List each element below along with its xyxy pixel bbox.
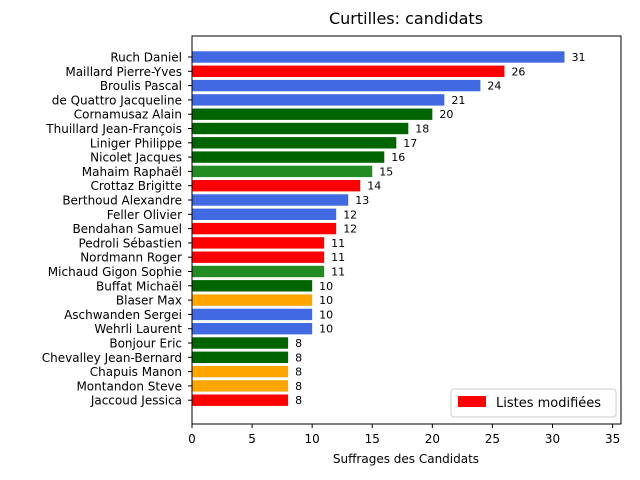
legend-swatch <box>458 396 486 407</box>
bar <box>192 394 289 406</box>
bar <box>192 79 481 92</box>
bar <box>192 380 289 392</box>
bar-value-label: 21 <box>451 94 465 107</box>
bar <box>192 51 565 63</box>
y-tick-label: Thuillard Jean-François <box>45 122 182 136</box>
y-tick-label: Montandon Steve <box>76 379 182 393</box>
y-tick-label: Chapuis Manon <box>90 365 182 379</box>
y-tick-label: Berthoud Alexandre <box>62 194 182 208</box>
bar <box>192 137 397 149</box>
bar <box>192 65 505 77</box>
y-tick-label: Chevalley Jean-Bernard <box>42 351 182 365</box>
bar <box>192 222 337 235</box>
x-tick-label: 20 <box>425 432 440 446</box>
bar-value-label: 20 <box>439 108 453 121</box>
bar-value-label: 10 <box>319 280 333 293</box>
bar <box>192 94 445 106</box>
y-tick-label: Nordmann Roger <box>80 251 182 265</box>
bar-value-label: 24 <box>487 80 501 93</box>
bar-value-label: 8 <box>295 366 302 379</box>
x-tick-label: 10 <box>305 432 320 446</box>
legend: Listes modifiées <box>450 388 617 418</box>
y-tick-label: Nicolet Jacques <box>90 151 182 165</box>
bar-value-label: 8 <box>295 394 302 407</box>
y-tick-label: Crottaz Brigitte <box>90 179 182 193</box>
x-tick-label: 0 <box>188 432 196 446</box>
x-tick-label: 35 <box>605 432 620 446</box>
y-tick-label: Bendahan Samuel <box>72 222 182 236</box>
bar <box>192 251 325 263</box>
bar-value-label: 17 <box>403 137 417 150</box>
bar-value-label: 12 <box>343 223 357 236</box>
y-tick-label: Aschwanden Sergei <box>64 308 182 322</box>
y-tick-label: Blaser Max <box>116 294 182 308</box>
y-tick-label: Jaccoud Jessica <box>90 394 182 408</box>
bar-value-label: 8 <box>295 337 302 350</box>
bar-value-label: 12 <box>343 208 357 221</box>
y-tick-label: Cornamusaz Alain <box>74 108 182 122</box>
y-tick-label: Liniger Philippe <box>90 136 182 150</box>
bar <box>192 265 325 278</box>
bar <box>192 308 313 321</box>
bar-value-label: 13 <box>355 194 369 207</box>
bar <box>192 194 349 206</box>
bar <box>192 108 433 120</box>
plot-area: 31 Ruch Daniel 26 Maillard Pierre-Yves 24 Bro… <box>42 51 620 447</box>
bar <box>192 237 325 249</box>
bar-value-label: 11 <box>331 237 345 250</box>
y-tick-label: Pedroli Sébastien <box>78 236 182 250</box>
bar <box>192 351 289 363</box>
bar-value-label: 11 <box>331 266 345 279</box>
bar-value-label: 15 <box>379 165 393 178</box>
y-tick-label: Buffat Michaël <box>96 279 182 293</box>
bar-value-label: 10 <box>319 323 333 336</box>
bar-value-label: 10 <box>319 308 333 321</box>
chart-title: Curtilles: candidats <box>329 9 483 28</box>
x-tick-label: 5 <box>248 432 256 446</box>
y-tick-label: Mahaim Raphaël <box>82 165 182 179</box>
bar-value-label: 14 <box>367 180 381 193</box>
bar <box>192 151 385 163</box>
y-tick-label: Bonjour Eric <box>109 337 182 351</box>
x-tick-label: 30 <box>545 432 560 446</box>
bar <box>192 323 313 335</box>
bar <box>192 165 373 178</box>
y-tick-label: Feller Olivier <box>107 208 182 222</box>
bar-value-label: 10 <box>319 294 333 307</box>
y-tick-label: Maillard Pierre-Yves <box>65 65 182 79</box>
bar <box>192 122 409 135</box>
x-tick-label: 15 <box>365 432 380 446</box>
x-tick-label: 25 <box>485 432 500 446</box>
y-tick-label: Wehrli Laurent <box>94 322 182 336</box>
y-tick-label: de Quattro Jacqueline <box>52 93 182 107</box>
bar <box>192 294 313 306</box>
legend-label: Listes modifiées <box>496 396 601 411</box>
bar <box>192 280 313 292</box>
bar-value-label: 26 <box>511 65 525 78</box>
bar <box>192 337 289 349</box>
plot-frame <box>191 35 622 425</box>
x-axis-label: Suffrages des Candidats <box>333 452 479 466</box>
bar <box>192 208 337 220</box>
bar <box>192 365 289 378</box>
bar-value-label: 11 <box>331 251 345 264</box>
y-tick-label: Broulis Pascal <box>100 79 182 93</box>
bar-value-label: 31 <box>572 51 586 64</box>
bar-value-label: 16 <box>391 151 405 164</box>
bar-value-label: 8 <box>295 351 302 364</box>
legend-frame <box>450 388 617 418</box>
bar-value-label: 18 <box>415 123 429 136</box>
y-tick-label: Ruch Daniel <box>110 51 182 65</box>
bar-value-label: 8 <box>295 380 302 393</box>
y-tick-label: Michaud Gigon Sophie <box>48 265 182 279</box>
bar <box>192 180 361 192</box>
